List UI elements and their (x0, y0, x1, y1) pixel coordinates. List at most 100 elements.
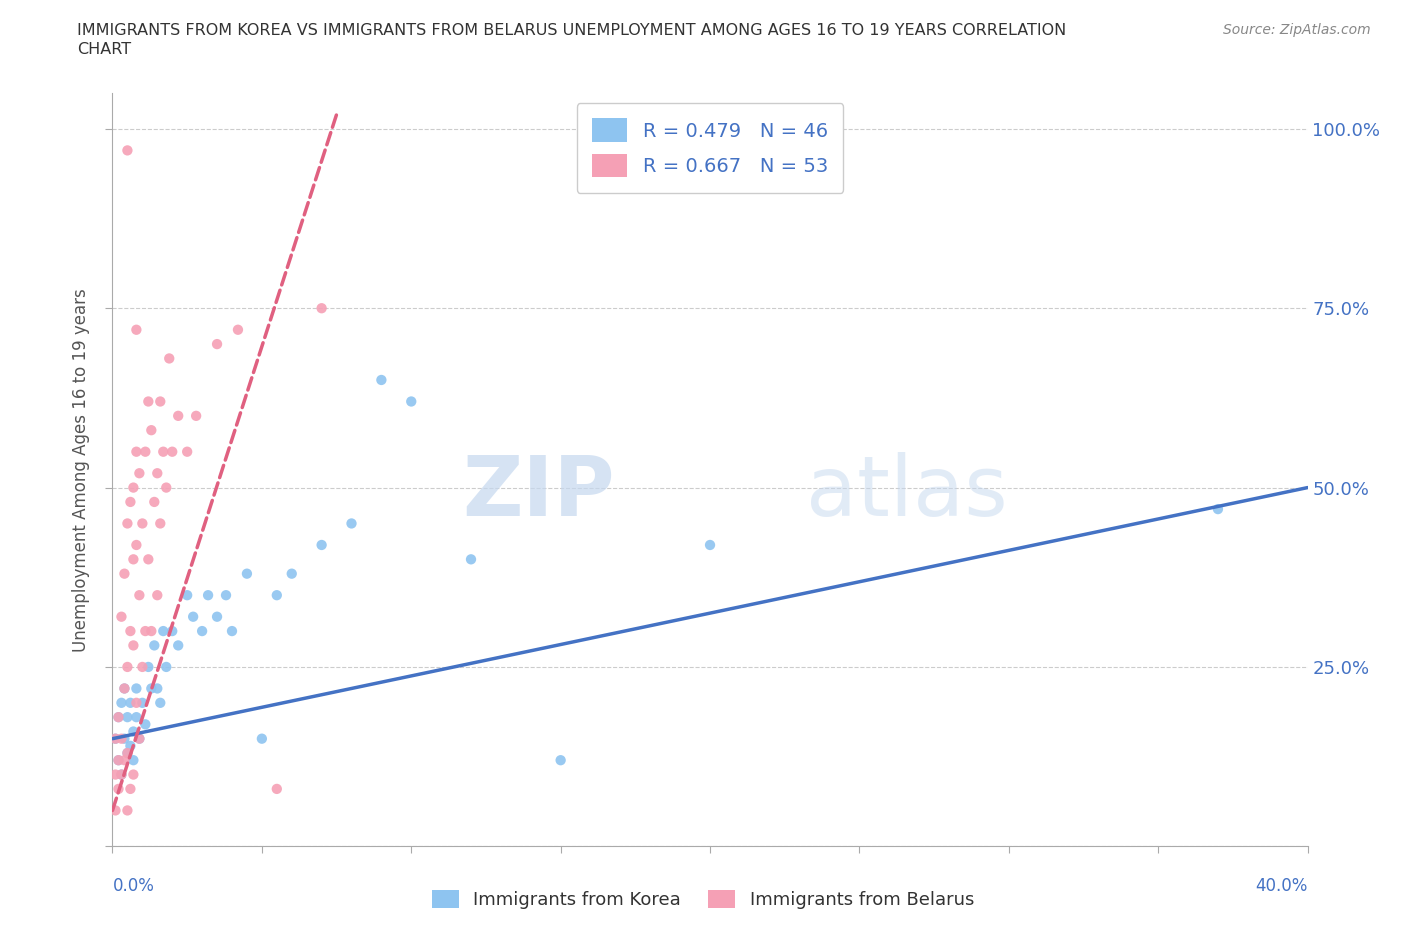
Point (110, 767, 132, 782)
Text: CHART: CHART (77, 42, 131, 57)
Point (117, 710, 139, 724)
Point (205, 337, 228, 352)
Point (122, 480, 145, 495)
Text: ZIP: ZIP (463, 452, 614, 533)
Point (181, 609, 204, 624)
Point (107, 781, 129, 796)
Point (117, 143, 139, 158)
Point (143, 638, 166, 653)
Point (110, 696, 132, 711)
Point (699, 538, 721, 552)
Point (281, 566, 304, 581)
Point (186, 408, 208, 423)
Point (122, 551, 145, 566)
Point (107, 752, 129, 767)
Text: 0.0%: 0.0% (112, 877, 155, 895)
Point (114, 681, 135, 696)
Point (117, 659, 139, 674)
Point (117, 746, 139, 761)
Point (149, 394, 172, 409)
Point (107, 710, 129, 724)
Point (131, 659, 153, 674)
Point (162, 624, 183, 639)
Point (155, 480, 177, 495)
Point (125, 445, 148, 459)
Point (176, 445, 198, 459)
Point (1206, 501, 1229, 516)
Point (110, 767, 132, 782)
Point (114, 566, 135, 581)
Point (120, 495, 142, 510)
Point (176, 588, 198, 603)
Point (401, 394, 423, 409)
Legend: R = 0.479   N = 46, R = 0.667   N = 53: R = 0.479 N = 46, R = 0.667 N = 53 (576, 102, 844, 193)
Point (138, 551, 160, 566)
Point (120, 781, 142, 796)
Point (128, 588, 150, 603)
Point (125, 323, 148, 338)
Point (107, 710, 129, 724)
Point (152, 445, 174, 459)
Point (226, 323, 249, 338)
Point (460, 551, 482, 566)
Point (107, 752, 129, 767)
Point (236, 566, 259, 581)
Point (157, 351, 180, 365)
Point (370, 373, 392, 388)
Point (128, 731, 150, 746)
Point (134, 445, 156, 459)
Point (125, 681, 148, 696)
Point (117, 516, 139, 531)
Point (117, 746, 139, 761)
Point (149, 516, 172, 531)
Point (149, 696, 172, 711)
Point (141, 681, 163, 696)
Point (128, 731, 150, 746)
Point (114, 731, 135, 746)
Point (120, 624, 142, 639)
Legend: Immigrants from Korea, Immigrants from Belarus: Immigrants from Korea, Immigrants from B… (425, 883, 981, 916)
Point (104, 803, 127, 817)
Point (152, 624, 174, 639)
Point (122, 724, 145, 739)
Point (266, 781, 288, 796)
Point (125, 538, 148, 552)
Point (146, 681, 169, 696)
Point (146, 588, 169, 603)
Point (110, 731, 132, 746)
Point (122, 638, 145, 653)
Point (266, 588, 288, 603)
Point (122, 752, 145, 767)
Point (117, 803, 139, 817)
Point (311, 300, 333, 315)
Point (104, 731, 127, 746)
Point (114, 752, 135, 767)
Point (122, 767, 145, 782)
Point (197, 588, 219, 603)
Point (131, 696, 153, 711)
Point (120, 696, 142, 711)
Point (131, 516, 153, 531)
Point (128, 466, 150, 481)
Point (104, 767, 127, 782)
Text: 40.0%: 40.0% (1256, 877, 1308, 895)
Point (120, 738, 142, 753)
Text: Source: ZipAtlas.com: Source: ZipAtlas.com (1223, 23, 1371, 37)
Point (146, 466, 169, 481)
Point (205, 609, 228, 624)
Point (167, 638, 190, 653)
Point (125, 710, 148, 724)
Point (155, 659, 177, 674)
Point (143, 495, 166, 510)
Point (221, 624, 243, 639)
Point (250, 731, 273, 746)
Point (104, 731, 127, 746)
Text: IMMIGRANTS FROM KOREA VS IMMIGRANTS FROM BELARUS UNEMPLOYMENT AMONG AGES 16 TO 1: IMMIGRANTS FROM KOREA VS IMMIGRANTS FROM… (77, 23, 1067, 38)
Point (138, 659, 160, 674)
Point (167, 408, 190, 423)
Point (114, 681, 135, 696)
Point (134, 624, 156, 639)
Point (134, 717, 156, 732)
Point (191, 624, 214, 639)
Point (162, 445, 183, 459)
